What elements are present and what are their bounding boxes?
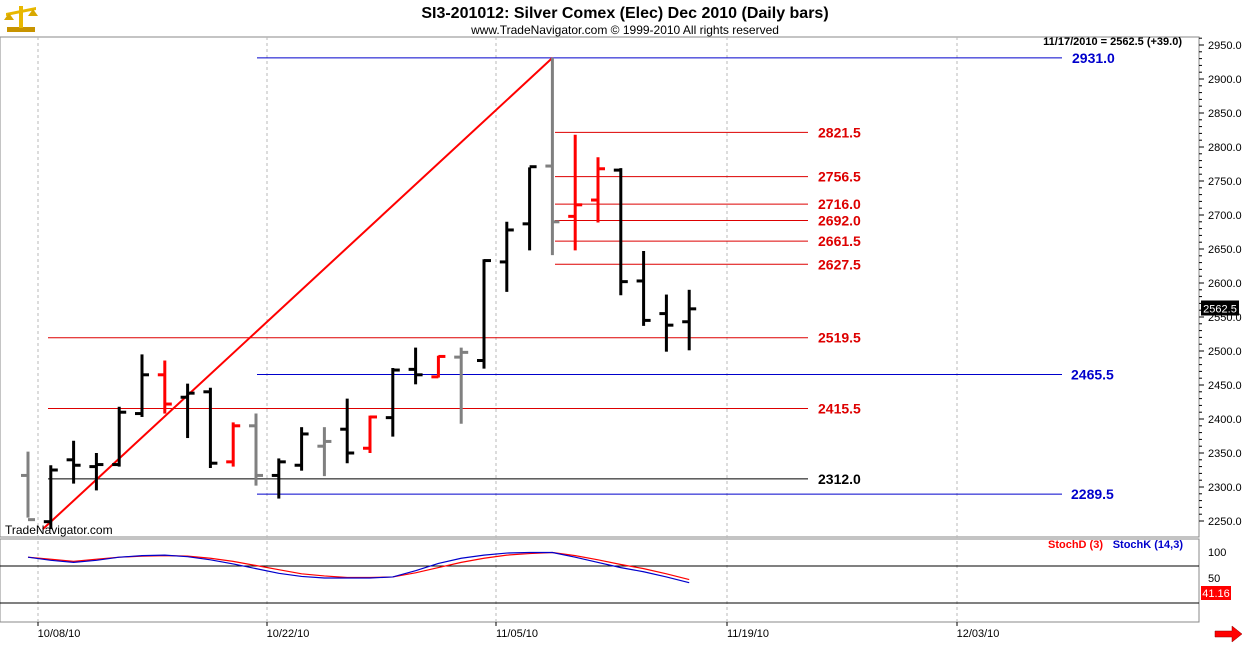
price-tick-label: 2750.0 xyxy=(1208,176,1242,188)
price-tick-label: 2300.0 xyxy=(1208,482,1242,494)
ohlc-bar xyxy=(659,294,674,352)
ohlc-bar xyxy=(226,422,241,467)
price-tick-label: 2700.0 xyxy=(1208,210,1242,222)
ohlc-bar xyxy=(477,259,491,369)
price-tick-label: 2950.0 xyxy=(1208,40,1242,52)
stoch-panel-border xyxy=(0,538,1200,623)
ohlc-bar xyxy=(454,347,469,424)
ohlc-bar xyxy=(157,360,172,414)
level-label: 2661.5 xyxy=(818,233,861,249)
level-label: 2756.5 xyxy=(818,169,861,185)
ohlc-bar xyxy=(43,465,58,530)
trendline xyxy=(42,57,554,530)
trendline-layer xyxy=(42,57,554,530)
price-tick-label: 2600.0 xyxy=(1208,278,1242,290)
ohlc-bar xyxy=(613,168,628,296)
date-tick-label: 11/05/10 xyxy=(496,628,538,640)
price-tick-label: 2900.0 xyxy=(1208,74,1242,86)
ohlc-bar xyxy=(408,347,423,385)
watermark-text: TradeNavigator.com xyxy=(5,523,113,537)
ohlc-bar xyxy=(135,354,149,417)
ohlc-bar xyxy=(682,289,697,351)
price-tick-label: 2800.0 xyxy=(1208,142,1242,154)
last-price-tag-label: 2562.5 xyxy=(1203,304,1237,316)
ohlc-bar xyxy=(89,453,104,491)
ohlc-bar xyxy=(203,387,218,468)
chart-title: SI3-201012: Silver Comex (Elec) Dec 2010… xyxy=(421,5,828,22)
date-tick-label: 11/19/10 xyxy=(727,628,769,640)
price-tick-label: 2350.0 xyxy=(1208,448,1242,460)
red-right-arrow-icon[interactable] xyxy=(1214,625,1243,643)
level-label: 2821.5 xyxy=(818,124,861,140)
stochastic-panel: 100 50 StochD (3) StochK (14,3) 41.16 xyxy=(0,539,1231,604)
ohlc-bar xyxy=(66,440,81,484)
stoch-tick-label: 100 xyxy=(1208,547,1226,559)
ohlc-bar xyxy=(249,413,263,486)
ohlc-bar xyxy=(522,165,537,251)
ohlc-bar xyxy=(340,398,355,464)
copyright-text: www.TradeNavigator.com © 1999-2010 All r… xyxy=(470,23,779,37)
date-axis: 10/08/10 10/22/10 11/05/10 11/19/10 12/03/10 xyxy=(37,622,1000,640)
price-panel-border xyxy=(0,36,1200,538)
price-tick-label: 2250.0 xyxy=(1208,516,1242,528)
ohlc-bar xyxy=(431,354,446,379)
ohlc-bar xyxy=(545,57,560,256)
stoch-line-blue xyxy=(27,551,690,584)
level-label: 2289.5 xyxy=(1071,486,1114,502)
level-label: 2312.0 xyxy=(818,471,861,487)
legend-stochk: StochK (14,3) xyxy=(1113,539,1184,551)
price-tick-label: 2450.0 xyxy=(1208,380,1242,392)
plot-frame xyxy=(0,36,1200,623)
price-tick-label: 2400.0 xyxy=(1208,414,1242,426)
level-label: 2465.5 xyxy=(1071,366,1114,382)
price-tick-label: 2650.0 xyxy=(1208,244,1242,256)
legend-stochd: StochD (3) xyxy=(1048,539,1103,551)
ohlc-bar xyxy=(180,383,195,439)
price-tick-label: 2850.0 xyxy=(1208,108,1242,120)
date-tick-label: 10/22/10 xyxy=(267,628,310,640)
ohlc-bar xyxy=(317,427,332,477)
level-label: 2415.5 xyxy=(818,400,861,416)
ohlc-bar xyxy=(568,134,583,251)
ohlc-bar xyxy=(499,221,514,292)
ohlc-bar xyxy=(636,251,651,326)
ohlc-bar xyxy=(112,406,127,467)
price-bars xyxy=(21,57,697,530)
ohlc-bar xyxy=(591,157,605,223)
quote-line: 11/17/2010 = 2562.5 (+39.0) xyxy=(1043,36,1182,48)
stoch-tick-label: 50 xyxy=(1208,573,1220,585)
ohlc-bar xyxy=(294,427,309,471)
ohlc-bar xyxy=(385,368,400,437)
stoch-value-tag xyxy=(1201,586,1231,600)
level-label: 2519.5 xyxy=(818,330,861,346)
stoch-value-tag-label: 41.16 xyxy=(1202,588,1230,600)
level-label: 2931.0 xyxy=(1072,50,1115,66)
price-axis: 2250.02300.02350.02400.02450.02500.02550… xyxy=(1199,37,1242,528)
level-label: 2716.0 xyxy=(818,196,861,212)
last-price-tag xyxy=(1201,300,1239,316)
date-tick-label: 10/08/10 xyxy=(38,628,81,640)
ohlc-bar xyxy=(21,451,35,522)
level-label: 2692.0 xyxy=(818,212,861,228)
date-tick-label: 12/03/10 xyxy=(957,628,1000,640)
gold-scale-icon xyxy=(4,6,38,32)
grid-lines xyxy=(37,37,958,622)
level-label: 2627.5 xyxy=(818,256,861,272)
price-tick-label: 2500.0 xyxy=(1208,346,1242,358)
ohlc-bar xyxy=(271,458,286,499)
ohlc-bar xyxy=(363,415,377,453)
